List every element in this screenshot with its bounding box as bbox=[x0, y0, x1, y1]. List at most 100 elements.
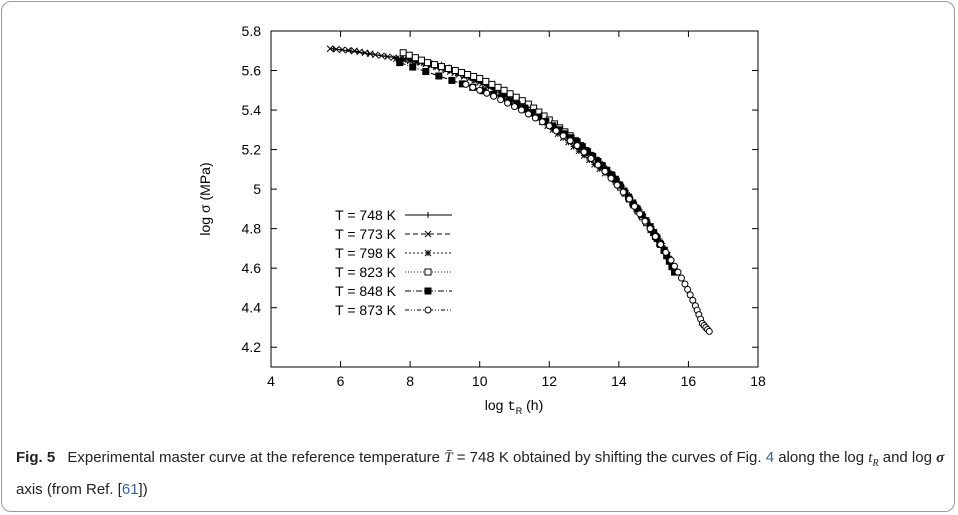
data-point bbox=[625, 195, 633, 203]
data-point bbox=[409, 63, 417, 71]
data-point bbox=[689, 296, 697, 304]
x-tick-label: 6 bbox=[337, 373, 345, 389]
data-point bbox=[469, 83, 477, 91]
legend-label: T = 873 K bbox=[335, 302, 397, 318]
data-point bbox=[671, 262, 679, 270]
data-point bbox=[651, 233, 659, 241]
data-point bbox=[490, 92, 498, 100]
legend-label: T = 848 K bbox=[335, 283, 397, 299]
data-point bbox=[326, 45, 334, 53]
data-point bbox=[351, 47, 358, 55]
caption-fig-prefix: Fig. bbox=[736, 449, 762, 466]
x-tick-label: 10 bbox=[472, 373, 488, 389]
caption-temperature: = 748 K bbox=[456, 449, 509, 466]
x-axis-label-sub: R bbox=[516, 406, 523, 416]
caption-figure-link[interactable]: 4 bbox=[765, 449, 775, 466]
data-point bbox=[476, 74, 484, 82]
data-point bbox=[662, 248, 670, 256]
data-point bbox=[684, 285, 692, 293]
y-tick-label: 4.8 bbox=[242, 221, 262, 237]
data-point bbox=[494, 83, 502, 91]
caption-tbar: T̄ bbox=[444, 450, 453, 466]
data-point bbox=[538, 118, 546, 126]
x-tick-label: 16 bbox=[681, 373, 697, 389]
caption-reference-link[interactable]: 61 bbox=[121, 481, 139, 498]
data-point bbox=[435, 72, 443, 80]
data-point bbox=[424, 59, 432, 67]
data-point bbox=[500, 86, 508, 94]
data-point bbox=[512, 93, 520, 101]
caption-text-5: axis (from Ref. [ bbox=[16, 481, 122, 498]
legend-marker bbox=[424, 268, 432, 276]
y-tick-label: 5.8 bbox=[242, 23, 262, 39]
data-point bbox=[470, 72, 478, 80]
data-point bbox=[517, 106, 525, 114]
x-tick-label: 4 bbox=[267, 373, 275, 389]
data-point bbox=[430, 61, 438, 69]
caption-sigma: σ bbox=[936, 450, 945, 466]
data-point bbox=[594, 161, 602, 169]
data-point bbox=[619, 188, 627, 196]
caption-text-6: ]) bbox=[138, 481, 148, 498]
data-point bbox=[641, 217, 649, 225]
data-point bbox=[366, 50, 374, 58]
data-point bbox=[451, 67, 459, 75]
data-point bbox=[378, 52, 385, 60]
data-point bbox=[482, 77, 490, 85]
data-point bbox=[705, 327, 713, 335]
data-point bbox=[464, 70, 472, 78]
x-axis-label-unit-text: (h) bbox=[526, 397, 543, 413]
data-point bbox=[559, 132, 567, 140]
chart: 4 6 8 10 12 14 16 18 4.24.44.64.855.25.45.65.8 … bbox=[197, 23, 766, 416]
data-point bbox=[657, 240, 665, 248]
data-point bbox=[444, 65, 452, 73]
x-axis-label-var: t bbox=[507, 399, 515, 415]
data-point bbox=[332, 45, 340, 53]
x-tick-label: 8 bbox=[406, 373, 414, 389]
legend-marker bbox=[424, 287, 432, 295]
x-axis-label-prefix: log bbox=[485, 397, 504, 413]
data-point bbox=[476, 86, 484, 94]
x-tick-label: 12 bbox=[541, 373, 557, 389]
y-axis-label: log σ (MPa) bbox=[197, 162, 213, 235]
legend-marker bbox=[424, 306, 432, 314]
data-point bbox=[607, 174, 615, 182]
data-point bbox=[448, 76, 456, 84]
x-tick-label: 18 bbox=[750, 373, 766, 389]
data-point bbox=[552, 127, 560, 135]
data-point bbox=[524, 110, 532, 118]
y-tick-label: 4.4 bbox=[242, 300, 262, 316]
series-line bbox=[399, 62, 676, 273]
series-line bbox=[402, 52, 665, 251]
legend-marker bbox=[424, 230, 432, 238]
data-point bbox=[531, 114, 539, 122]
data-point bbox=[338, 46, 346, 54]
caption-tr: tR bbox=[868, 450, 879, 469]
data-point bbox=[681, 280, 689, 288]
data-point bbox=[422, 68, 430, 76]
data-point bbox=[674, 268, 682, 276]
data-point bbox=[497, 96, 505, 104]
figure-caption: Fig. 5 Experimental master curve at the … bbox=[16, 445, 946, 503]
legend-label: T = 823 K bbox=[335, 264, 397, 280]
legend-label: T = 798 K bbox=[335, 245, 397, 261]
data-point bbox=[488, 80, 496, 88]
data-point bbox=[396, 59, 404, 67]
data-point bbox=[667, 256, 675, 264]
data-point bbox=[399, 49, 407, 57]
data-point bbox=[411, 54, 419, 62]
data-point bbox=[646, 225, 654, 233]
caption-label: Fig. 5 bbox=[16, 449, 56, 466]
y-tick-label: 5.4 bbox=[242, 102, 262, 118]
caption-text-2: obtained by shifting the curves of bbox=[513, 449, 733, 466]
y-tick-label: 5.6 bbox=[242, 63, 262, 79]
y-tick-label: 4.2 bbox=[242, 339, 262, 355]
data-point bbox=[580, 148, 588, 156]
data-point bbox=[601, 167, 609, 175]
data-point bbox=[636, 210, 644, 218]
data-point bbox=[631, 202, 639, 210]
x-axis-label: log tR (h) bbox=[485, 397, 544, 416]
data-point bbox=[437, 63, 445, 71]
data-point bbox=[504, 99, 512, 107]
